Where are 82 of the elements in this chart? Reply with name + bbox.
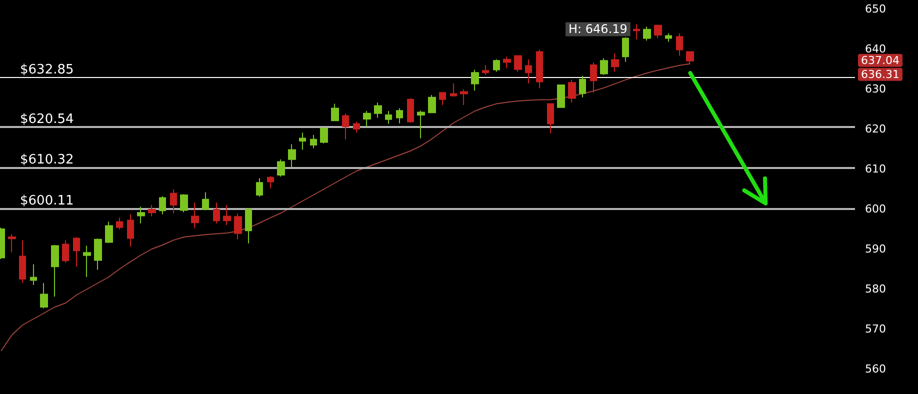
candlestick: [686, 50, 694, 64]
candlestick: [547, 102, 554, 134]
candlestick: [320, 126, 328, 144]
candlestick: [482, 64, 489, 76]
ref-line-label: $620.54: [20, 112, 74, 127]
y-tick-label: 630: [865, 82, 886, 96]
candlestick: [30, 264, 37, 286]
candlestick: [180, 194, 188, 213]
candlestick: [277, 158, 285, 178]
text: 636.31: [861, 68, 900, 81]
candlestick: [363, 110, 371, 128]
candlestick: [19, 240, 26, 284]
candlestick: [676, 32, 683, 56]
candlestick: [8, 234, 16, 253]
line-series: [0, 63, 691, 352]
candlestick: [622, 36, 629, 62]
candlestick: [665, 32, 672, 42]
candlestick: [105, 221, 113, 244]
candlestick: [568, 79, 576, 104]
candlestick: [137, 206, 145, 224]
candlestick: [579, 75, 586, 98]
candlestick: [148, 204, 156, 217]
candlestick: [299, 132, 306, 150]
annotation: H: 646.19: [568, 22, 628, 36]
candlestick: [600, 58, 608, 76]
candlestick: [234, 212, 242, 240]
candlestick: [288, 144, 296, 168]
candlestick: [525, 58, 532, 84]
ref-line-label: $632.85: [20, 62, 74, 78]
candlestick: [611, 52, 619, 72]
candlestick: [353, 121, 360, 134]
candlestick: [159, 196, 166, 215]
ref-line-label: $610.32: [20, 152, 74, 168]
candlestick: [471, 69, 479, 92]
candlestick: [450, 82, 457, 98]
y-tick-label: 610: [865, 162, 886, 176]
candlestick: [94, 238, 102, 270]
candlestick: [170, 188, 177, 214]
y-tick-label: 650: [865, 2, 886, 16]
candlestick: [191, 202, 199, 229]
candlestick: [331, 103, 339, 122]
candlestick: [396, 108, 403, 124]
candlestick: [40, 282, 48, 309]
y-tick-label: 590: [865, 242, 886, 256]
ref-line-label: $600.11: [20, 194, 74, 209]
candlestick: [536, 49, 543, 89]
candlestick: [374, 102, 382, 118]
candlestick: [385, 110, 392, 124]
candlestick: [417, 110, 425, 139]
candlestick: [245, 208, 252, 244]
candlestick: [654, 24, 662, 39]
y-tick-label: 580: [865, 282, 886, 296]
candlestick: [310, 134, 317, 149]
candlestick: [428, 94, 436, 114]
candlestick: [51, 244, 59, 298]
candlestick: [62, 240, 69, 264]
text: 637.04: [861, 54, 900, 67]
candlestick: [503, 56, 511, 69]
candlestick: [116, 217, 123, 230]
candlestick: [342, 112, 349, 140]
candlestick: [73, 236, 80, 268]
candlestick: [213, 202, 220, 224]
y-tick-label: 620: [865, 122, 886, 136]
y-tick-label: 600: [865, 202, 886, 216]
candlestick: [83, 245, 91, 278]
candlestick: [127, 214, 134, 248]
candlestick: [643, 26, 651, 42]
candlestick: [633, 24, 640, 40]
y-tick-label: 570: [865, 322, 886, 336]
candlestick: [267, 176, 274, 189]
candlestick: [590, 62, 597, 94]
candlestick: [557, 84, 565, 108]
candlestick: [439, 92, 446, 106]
y-tick-label: 560: [865, 362, 886, 376]
candlestick: [202, 192, 209, 211]
candlestick: [514, 54, 522, 72]
candlestick: [460, 88, 468, 106]
candlestick: [493, 58, 500, 72]
candlestick: [223, 204, 231, 226]
candlestick: [256, 178, 263, 198]
y-tick-label: 640: [865, 42, 886, 56]
candlestick: [407, 98, 414, 124]
